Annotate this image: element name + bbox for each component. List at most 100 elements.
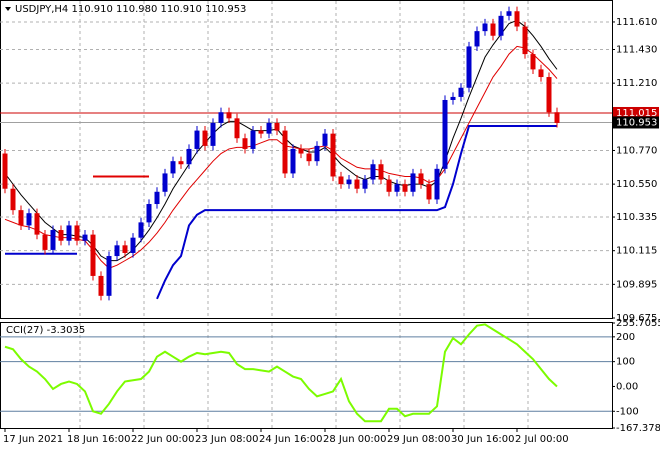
candle-body (290, 148, 296, 174)
y-tick-label: 110.335 (616, 212, 657, 223)
candle-body (98, 275, 104, 296)
candle-body (530, 54, 536, 70)
candle-body (482, 23, 488, 32)
x-tick-label: 30 Jun 16:00 (451, 434, 515, 445)
candle-body (42, 234, 48, 250)
candle-body (394, 184, 400, 192)
candle-body (474, 31, 480, 47)
y-tick-label: 110.550 (616, 179, 657, 190)
candle-body (490, 23, 496, 36)
candle-body (178, 161, 184, 165)
x-tick-label: 18 Jun 16:00 (67, 434, 131, 445)
candle-body (546, 77, 552, 113)
candle-body (378, 164, 384, 180)
candle-body (194, 130, 200, 149)
candle-body (538, 69, 544, 78)
candle-body (298, 148, 304, 154)
y-tick-label: 109.895 (616, 279, 657, 290)
candle-body (10, 188, 16, 211)
x-tick-label: 29 Jun 08:00 (387, 434, 451, 445)
candle-body (554, 112, 560, 123)
candle-body (458, 87, 464, 97)
cci-title: CCI(27) -3.3035 (6, 325, 85, 336)
candle-body (34, 213, 40, 235)
y-tick-label: 110.770 (616, 145, 657, 156)
candle-body (2, 153, 8, 189)
y-tick-label: -167.378 (616, 423, 660, 434)
candle-body (498, 15, 504, 36)
candle-body (410, 173, 416, 192)
price-label: 111.015 (616, 108, 657, 119)
candle-body (426, 184, 432, 200)
candle-body (138, 222, 144, 238)
price-box (613, 106, 659, 119)
candle-body (170, 161, 176, 174)
candle-body (330, 133, 336, 177)
y-tick-label: 200 (616, 332, 635, 343)
price-label: 110.953 (616, 117, 657, 128)
candle-body (282, 130, 288, 174)
candle-body (370, 164, 376, 180)
candle-body (50, 230, 56, 250)
x-tick-label: 23 Jun 08:00 (195, 434, 259, 445)
candle-body (306, 153, 312, 162)
indicator-line (4, 45, 558, 269)
candle-body (82, 234, 88, 241)
y-tick-label: 0.00 (616, 381, 638, 392)
candle-body (314, 145, 320, 162)
candle-body (322, 133, 328, 146)
candle-body (250, 130, 256, 149)
candle-body (354, 179, 360, 189)
candle-body (514, 11, 520, 27)
candle-body (362, 179, 368, 189)
candle-body (418, 173, 424, 185)
candle-body (74, 225, 80, 241)
candle-body (218, 112, 224, 123)
candle-body (162, 173, 168, 192)
candle-body (66, 225, 72, 241)
indicator-line (4, 19, 558, 262)
candle-body (130, 237, 136, 253)
candle-body (58, 230, 64, 241)
candle-body (450, 96, 456, 100)
candle-body (338, 176, 344, 185)
candle-body (210, 122, 216, 146)
y-tick-label: 111.210 (616, 78, 657, 89)
candle-body (346, 179, 352, 185)
chart-title: USDJPY,H4 110.910 110.980 110.910 110.95… (15, 4, 246, 15)
candle-body (90, 234, 96, 276)
y-tick-label: -100 (616, 406, 639, 417)
candle-body (386, 179, 392, 192)
price-box (613, 116, 659, 129)
candle-body (202, 130, 208, 146)
y-tick-label: 100 (616, 357, 635, 368)
candle-body (106, 256, 112, 296)
y-tick-label: 255.7055 (616, 318, 660, 329)
candle-body (258, 130, 264, 134)
cci-frame (0, 322, 613, 429)
y-tick-label: 109.675 (616, 313, 657, 324)
candle-body (274, 122, 280, 131)
candle-body (402, 184, 408, 192)
candle-body (186, 148, 192, 165)
candle-body (154, 191, 160, 205)
candle-body (122, 245, 128, 253)
x-tick-label: 22 Jun 00:00 (131, 434, 195, 445)
candle-body (26, 213, 32, 226)
candle-body (266, 122, 272, 134)
x-tick-label: 24 Jun 16:00 (259, 434, 323, 445)
y-tick-label: 110.115 (616, 246, 657, 257)
cci-line (4, 323, 558, 423)
candle-body (442, 99, 448, 169)
candle-body (114, 245, 120, 257)
menu-icon[interactable] (5, 7, 11, 11)
y-tick-label: 111.430 (616, 44, 657, 55)
candle-body (242, 138, 248, 149)
y-tick-label: 111.610 (616, 17, 657, 28)
candle-body (226, 112, 232, 119)
x-tick-label: 28 Jun 00:00 (323, 434, 387, 445)
candle-body (466, 46, 472, 88)
candle-body (18, 210, 24, 226)
